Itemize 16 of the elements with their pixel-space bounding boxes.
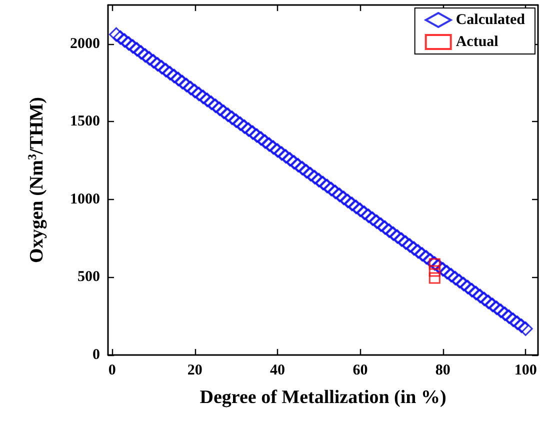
x-tick-label: 20 (187, 362, 202, 378)
y-tick-label: 1500 (70, 114, 100, 130)
y-tick-label: 0 (92, 347, 100, 363)
x-tick-label: 80 (435, 362, 450, 378)
legend-label: Calculated (456, 12, 526, 28)
x-axis-title: Degree of Metallization (in %) (200, 387, 446, 408)
y-tick-label: 1000 (70, 191, 100, 208)
x-tick-label: 100 (514, 362, 537, 378)
y-axis-title: Oxygen (Nm3/THM) (25, 97, 48, 263)
x-tick-label: 0 (108, 362, 116, 378)
y-tick-label: 500 (78, 269, 100, 286)
x-tick-label: 60 (352, 362, 368, 378)
x-tick-label: 40 (270, 362, 286, 378)
legend-label: Actual (456, 34, 498, 50)
y-tick-label: 2000 (70, 36, 100, 52)
point (428, 272, 440, 284)
